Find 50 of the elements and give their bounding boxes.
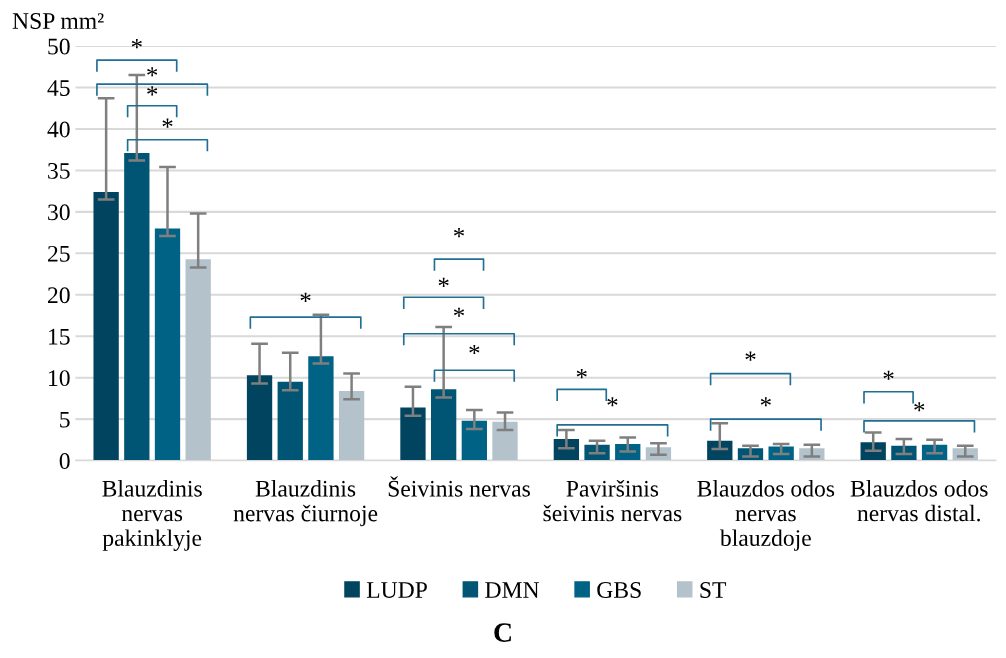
legend-label: GBS [597, 582, 641, 598]
x-tick-label: Blauzdos odos nervas distal. [850, 480, 988, 522]
x-tick-label: Blauzdinis nervas čiurnoje [233, 480, 378, 527]
bar [492, 421, 518, 461]
annotation: * [147, 67, 158, 77]
x-tick-label: Blauzdinis nervas pakinklyje [102, 480, 202, 551]
y-tick-label: 30 [48, 204, 70, 221]
y-tick-label: 15 [49, 328, 70, 345]
annotation: * [162, 118, 173, 128]
annotation: * [438, 277, 449, 287]
text: C [494, 623, 511, 642]
annotation: * [745, 351, 756, 361]
legend-label: ST [700, 582, 727, 598]
y-tick-label: 20 [48, 287, 70, 304]
bar [400, 407, 426, 461]
y-tick-label: 50 [48, 38, 70, 55]
bar [185, 259, 211, 461]
y-tick-label: 45 [47, 80, 70, 96]
bar [461, 420, 487, 461]
legend-label: DMN [485, 582, 540, 598]
bar [308, 356, 334, 461]
bar [124, 153, 150, 461]
y-tick-label: 10 [49, 370, 70, 387]
bar [430, 389, 457, 461]
x-tick-label: Paviršinis šeivinis nervas [543, 480, 682, 522]
annotation: * [883, 370, 894, 380]
annotation: * [607, 397, 618, 407]
annotation: * [576, 368, 587, 379]
bar [154, 228, 181, 461]
annotation: * [914, 402, 925, 412]
x-tick-label: Šeivinis nervas [388, 476, 530, 497]
y-tick-label: 25 [48, 245, 70, 262]
y-tick-label: 40 [47, 121, 70, 138]
annotation: * [469, 344, 480, 355]
bar [338, 390, 365, 461]
annotation: * [453, 307, 465, 317]
annotation: * [147, 86, 158, 96]
annotation: * [300, 292, 311, 302]
legend-label: LUDP [366, 582, 427, 598]
y-axis-title: NSP mm² [12, 13, 104, 29]
y-tick-label: 5 [60, 411, 70, 428]
bar [277, 381, 303, 461]
x-tick-label: Blauzdos odos nervas blauzdoje [697, 480, 835, 551]
bar [246, 375, 273, 461]
y-tick-label: 35 [48, 162, 70, 179]
annotation: * [131, 39, 142, 49]
annotation: * [760, 397, 771, 407]
annotation: * [453, 228, 465, 238]
y-tick-label: 0 [59, 453, 70, 470]
bar [93, 191, 119, 461]
